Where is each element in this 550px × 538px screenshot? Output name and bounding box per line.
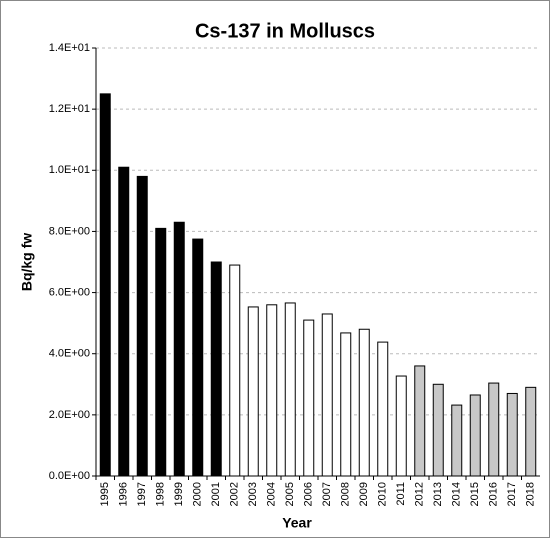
y-tick-label: 1.0E+01	[49, 164, 90, 176]
y-tick-label: 8.0E+00	[49, 225, 90, 237]
bar	[303, 319, 315, 477]
bar	[340, 332, 352, 477]
x-axis-label: Year	[282, 515, 312, 531]
x-tick-label: 2004	[266, 482, 278, 506]
y-tick-label: 6.0E+00	[49, 286, 90, 298]
x-tick-label: 1997	[136, 482, 148, 506]
bar	[136, 175, 148, 477]
bar	[266, 304, 278, 477]
x-tick-label: 1996	[118, 482, 130, 506]
bar	[321, 313, 333, 477]
bar	[432, 383, 444, 477]
x-tick-label: 2014	[451, 482, 463, 506]
x-tick-label: 2000	[192, 482, 204, 506]
x-tick-label: 2001	[210, 482, 222, 506]
x-tick-label: 2016	[488, 482, 500, 506]
bar	[118, 166, 130, 477]
x-tick-label: 1998	[155, 482, 167, 506]
x-tick-label: 2013	[432, 482, 444, 506]
bar	[229, 264, 241, 477]
x-tick-label: 2009	[358, 482, 370, 506]
bar	[506, 392, 518, 477]
x-tick-label: 1999	[173, 482, 185, 506]
bar	[155, 227, 167, 477]
bar	[173, 221, 185, 477]
x-tick-label: 2015	[469, 482, 481, 506]
bar	[358, 328, 370, 477]
bar	[469, 394, 481, 477]
y-tick-label: 0.0E+00	[49, 470, 90, 482]
bar	[210, 261, 222, 477]
bar	[451, 404, 463, 477]
bar	[377, 341, 389, 477]
x-tick-label: 2006	[303, 482, 315, 506]
bar	[99, 93, 111, 477]
bar	[284, 302, 296, 477]
bar	[395, 375, 407, 477]
x-tick-label: 2002	[229, 482, 241, 506]
x-tick-label: 1995	[99, 482, 111, 506]
bar	[192, 238, 204, 477]
x-tick-label: 2017	[506, 482, 518, 506]
y-tick-label: 1.4E+01	[49, 42, 90, 54]
bar	[525, 386, 537, 477]
chart-title: Cs-137 in Molluscs	[195, 20, 375, 42]
x-tick-label: 2008	[340, 482, 352, 506]
y-axis-label: Bq/kg fw	[19, 233, 35, 291]
y-tick-label: 2.0E+00	[49, 409, 90, 421]
x-tick-label: 2018	[525, 482, 537, 506]
x-tick-label: 2007	[321, 482, 333, 506]
y-tick-label: 1.2E+01	[49, 103, 90, 115]
bar	[247, 306, 259, 477]
x-tick-label: 2010	[377, 482, 389, 506]
x-tick-label: 2005	[284, 482, 296, 506]
x-tick-label: 2011	[395, 482, 407, 506]
bar	[488, 382, 500, 477]
y-tick-label: 4.0E+00	[49, 348, 90, 360]
x-tick-label: 2012	[414, 482, 426, 506]
x-tick-label: 2003	[247, 482, 259, 506]
bar	[414, 365, 426, 477]
